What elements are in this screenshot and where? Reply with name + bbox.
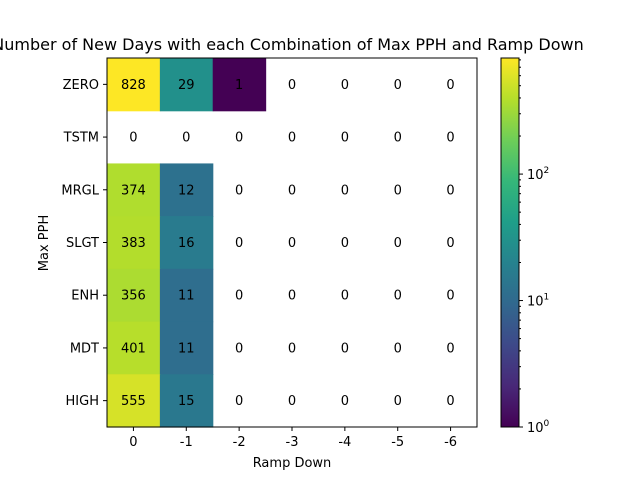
cell-value-label: 29 [178,78,195,93]
cell-value-label: 0 [341,131,349,146]
heatmap-cell [212,58,267,112]
heatmap-cell [107,216,161,270]
cell-value-label: 0 [394,78,402,93]
heatmap-cells [107,58,267,428]
cell-value-label: 15 [178,394,195,409]
cell-value-label: 12 [178,183,195,198]
x-tick-label: -6 [444,435,457,450]
cell-value-label: 0 [288,131,296,146]
cell-value-label: 0 [129,131,137,146]
heatmap-cell [107,58,161,112]
y-tick-label: MDT [70,341,99,356]
chart-title: Number of New Days with each Combination… [0,35,584,54]
cell-value-label: 0 [446,341,454,356]
y-tick-label: SLGT [66,236,99,251]
heatmap-cell [159,216,214,270]
y-axis-ticks: ZERO TSTM MRGL SLGT ENH MDT HIGH [61,78,107,409]
heatmap-cell [107,268,161,323]
cell-value-label: 0 [235,394,243,409]
cell-value-label: 401 [121,341,146,356]
cell-value-labels: 828 29 1 0 0 0 0 0 0 0 0 0 0 0 374 12 0 0 0 0 0 383 16 0 0 0 0 0 356… [121,78,455,409]
cell-value-label: 0 [288,236,296,251]
colorbar-tick-label: 100 [527,419,550,436]
cell-value-label: 0 [341,78,349,93]
cell-value-label: 0 [394,183,402,198]
cell-value-label: 0 [235,131,243,146]
y-axis-label: Max PPH [37,215,52,271]
heatmap-cell [159,163,214,217]
cell-value-label: 356 [121,289,146,304]
y-tick-label: HIGH [66,394,99,409]
cell-value-label: 0 [394,341,402,356]
colorbar-tick-label: 101 [527,293,549,310]
colorbar-ticks: 100 101 102 [519,59,550,436]
heatmap-cell [159,58,214,112]
cell-value-label: 0 [446,236,454,251]
cell-value-label: 555 [121,394,146,409]
heatmap-cell [107,163,161,217]
x-axis-ticks: 0 -1 -2 -3 -4 -5 -6 [129,427,457,450]
cell-value-label: 0 [288,394,296,409]
y-tick-label: MRGL [61,183,99,198]
cell-value-label: 0 [394,394,402,409]
cell-value-label: 0 [235,341,243,356]
cell-value-label: 16 [178,236,195,251]
colorbar [500,57,520,428]
cell-value-label: 0 [446,131,454,146]
cell-value-label: 0 [341,394,349,409]
x-tick-label: -5 [391,435,404,450]
cell-value-label: 0 [288,78,296,93]
colorbar-tick-label: 102 [527,166,549,183]
heatmap-cell [159,321,214,375]
cell-value-label: 0 [446,289,454,304]
cell-value-label: 0 [288,183,296,198]
y-tick-label: ENH [71,289,99,304]
cell-value-label: 1 [235,78,243,93]
y-tick-label: TSTM [63,131,99,146]
x-tick-label: -3 [286,435,299,450]
cell-value-label: 0 [235,236,243,251]
cell-value-label: 0 [341,236,349,251]
cell-value-label: 374 [121,183,146,198]
cell-value-label: 0 [288,341,296,356]
cell-value-label: 0 [446,78,454,93]
cell-value-label: 0 [446,394,454,409]
cell-value-label: 0 [341,183,349,198]
x-tick-label: 0 [129,435,137,450]
cell-value-label: 0 [341,289,349,304]
heatmap-cell [159,268,214,323]
x-tick-label: -4 [338,435,351,450]
heatmap-cell [107,374,161,428]
cell-value-label: 0 [288,289,296,304]
cell-value-label: 0 [394,236,402,251]
x-tick-label: -1 [180,435,193,450]
x-tick-label: -2 [233,435,246,450]
cell-value-label: 0 [235,183,243,198]
x-axis-label: Ramp Down [253,456,332,471]
cell-value-label: 0 [341,341,349,356]
cell-value-label: 0 [394,289,402,304]
cell-value-label: 828 [121,78,146,93]
heatmap-cell [107,321,161,375]
cell-value-label: 0 [394,131,402,146]
heatmap-cell [159,374,214,428]
cell-value-label: 11 [178,289,195,304]
cell-value-label: 383 [121,236,146,251]
cell-value-label: 0 [182,131,190,146]
cell-value-label: 0 [446,183,454,198]
cell-value-label: 0 [235,289,243,304]
cell-value-label: 11 [178,341,195,356]
y-tick-label: ZERO [63,78,99,93]
